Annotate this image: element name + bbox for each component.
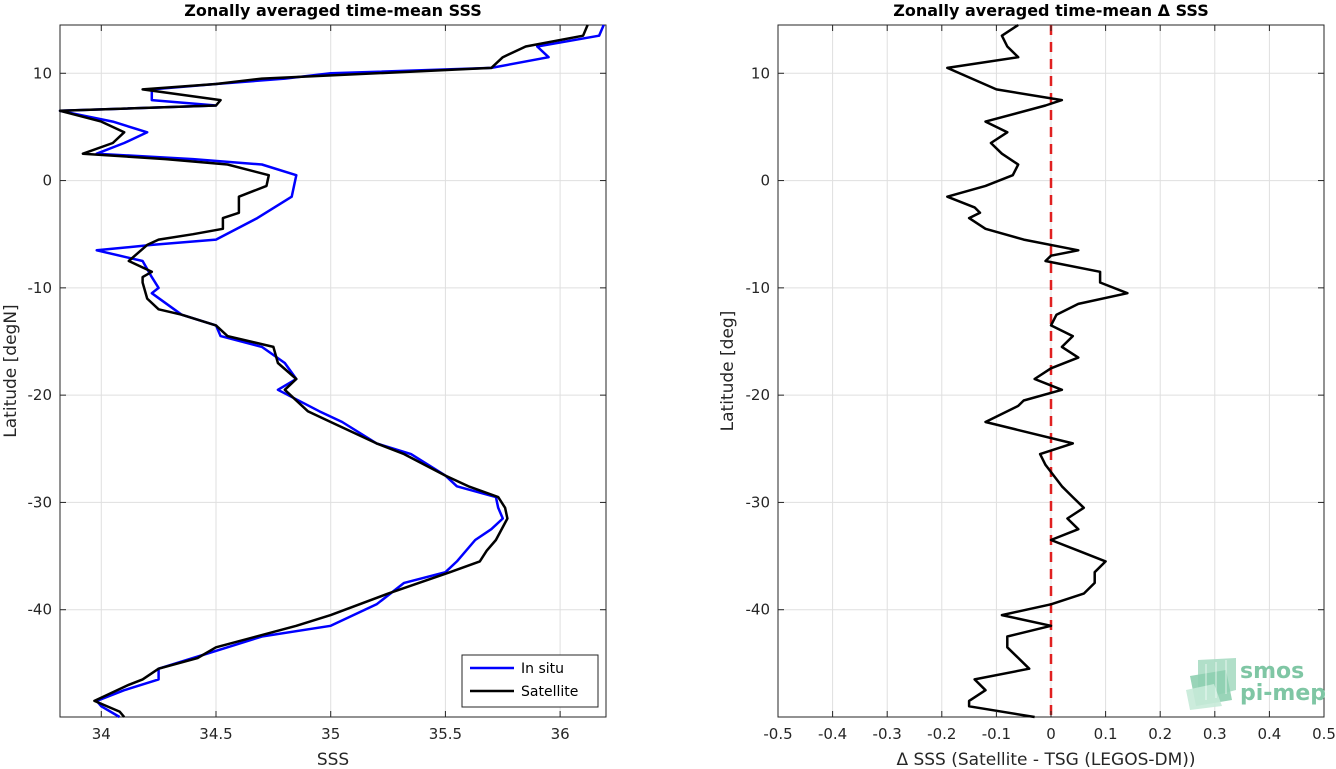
y-tick-label: -30 xyxy=(746,493,771,511)
logo-text-pi-mep: pi-mep xyxy=(1240,681,1326,706)
x-tick-label: 36 xyxy=(551,725,570,743)
y-tick-label: -30 xyxy=(28,493,53,511)
logo-text-smos: smos xyxy=(1240,659,1304,684)
x-tick-label: -0.3 xyxy=(873,725,902,743)
x-tick-label: 0.2 xyxy=(1148,725,1172,743)
y-tick-label: 0 xyxy=(42,172,52,190)
x-tick-label: 0.5 xyxy=(1312,725,1336,743)
x-tick-label: 34.5 xyxy=(199,725,232,743)
chart-title-left: Zonally averaged time-mean SSS xyxy=(184,1,482,20)
y-tick-label: 10 xyxy=(751,64,770,82)
x-tick-label: -0.4 xyxy=(818,725,847,743)
sss-profile-chart: 34 34.5 35 35.5 36 10 0 -10 -20 -30 -40 Zonally av… xyxy=(1,1,607,769)
delta-sss-profile-chart: -0.5 -0.4 -0.3 -0.2 -0.1 0 0.1 0.2 0.3 0.4 0.5 10 0 -… xyxy=(718,1,1336,769)
y-tick-label: 10 xyxy=(33,64,52,82)
x-tick-label: 0.4 xyxy=(1257,725,1281,743)
series-line-satellite xyxy=(58,24,589,718)
x-tick-label: 35 xyxy=(321,725,340,743)
y-axis-label-left: Latitude [degN] xyxy=(1,304,21,437)
x-tick-label: 35.5 xyxy=(429,725,462,743)
series-line-in-situ xyxy=(58,24,605,719)
y-tick-label: -10 xyxy=(746,279,771,297)
legend-box xyxy=(461,654,599,708)
y-tick-label: -40 xyxy=(746,601,771,619)
ticks-right: -0.5 -0.4 -0.3 -0.2 -0.1 0 0.1 0.2 0.3 0.4 0.5 10 0 -… xyxy=(746,25,1336,743)
chart-title-right: Zonally averaged time-mean Δ SSS xyxy=(893,1,1209,20)
smos-pi-mep-logo: smos pi-mep xyxy=(1186,658,1326,710)
y-tick-label: 0 xyxy=(760,172,770,190)
legend: In situ Satellite xyxy=(461,654,599,708)
x-tick-label: 0.3 xyxy=(1203,725,1227,743)
series-left xyxy=(58,24,605,719)
y-tick-label: -10 xyxy=(28,279,53,297)
plot-area-left xyxy=(59,24,607,718)
logo-mark-icon xyxy=(1186,658,1236,710)
x-axis-label-right: Δ SSS (Satellite - TSG (LEGOS-DM)) xyxy=(896,750,1195,769)
x-axis-label-left: SSS xyxy=(317,750,349,769)
x-tick-label: -0.5 xyxy=(763,725,792,743)
y-tick-label: -20 xyxy=(28,386,53,404)
legend-label-in-situ: In situ xyxy=(521,661,564,677)
legend-label-satellite: Satellite xyxy=(521,684,578,700)
y-tick-label: -40 xyxy=(28,601,53,619)
x-tick-label: -0.2 xyxy=(927,725,956,743)
x-tick-label: -0.1 xyxy=(982,725,1011,743)
x-tick-label: 0 xyxy=(1046,725,1056,743)
y-axis-label-right: Latitude [deg] xyxy=(718,311,738,432)
x-tick-label: 34 xyxy=(92,725,111,743)
series-right xyxy=(946,23,1129,719)
y-tick-label: -20 xyxy=(746,386,771,404)
x-tick-label: 0.1 xyxy=(1094,725,1118,743)
ticks-left: 34 34.5 35 35.5 36 10 0 -10 -20 -30 -40 xyxy=(28,25,606,743)
series-line-delta-sss xyxy=(946,23,1129,719)
